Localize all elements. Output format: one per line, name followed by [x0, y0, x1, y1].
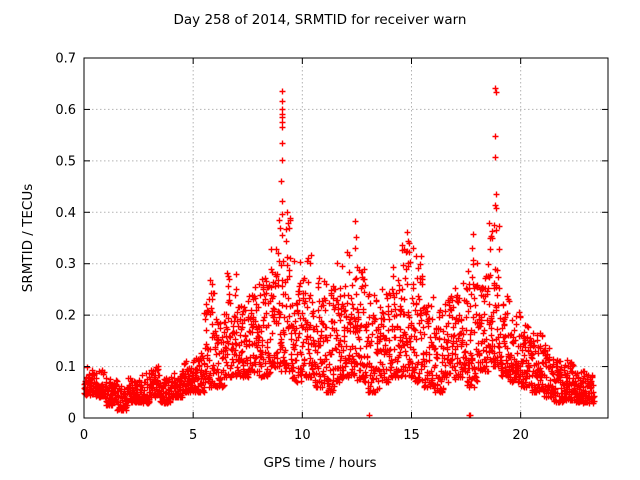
x-axis-label: GPS time / hours	[263, 455, 377, 471]
x-tick-label: 5	[189, 428, 197, 443]
y-tick-label: 0.7	[55, 52, 76, 67]
y-tick-label: 0	[68, 412, 76, 427]
y-tick-label: 0.1	[55, 360, 76, 375]
x-tick-label: 0	[80, 428, 88, 443]
x-tick-label: 15	[403, 428, 420, 443]
y-tick-label: 0.6	[55, 103, 76, 118]
x-tick-label: 10	[294, 428, 311, 443]
scatter-points	[81, 85, 598, 419]
y-tick-label: 0.4	[55, 206, 76, 221]
y-tick-label: 0.3	[55, 257, 76, 272]
x-tick-label: 20	[512, 428, 529, 443]
y-tick-label: 0.2	[55, 309, 76, 324]
plot-border	[83, 57, 609, 419]
y-tick-label: 0.5	[55, 154, 76, 169]
chart-title: Day 258 of 2014, SRMTID for receiver war…	[173, 12, 467, 28]
